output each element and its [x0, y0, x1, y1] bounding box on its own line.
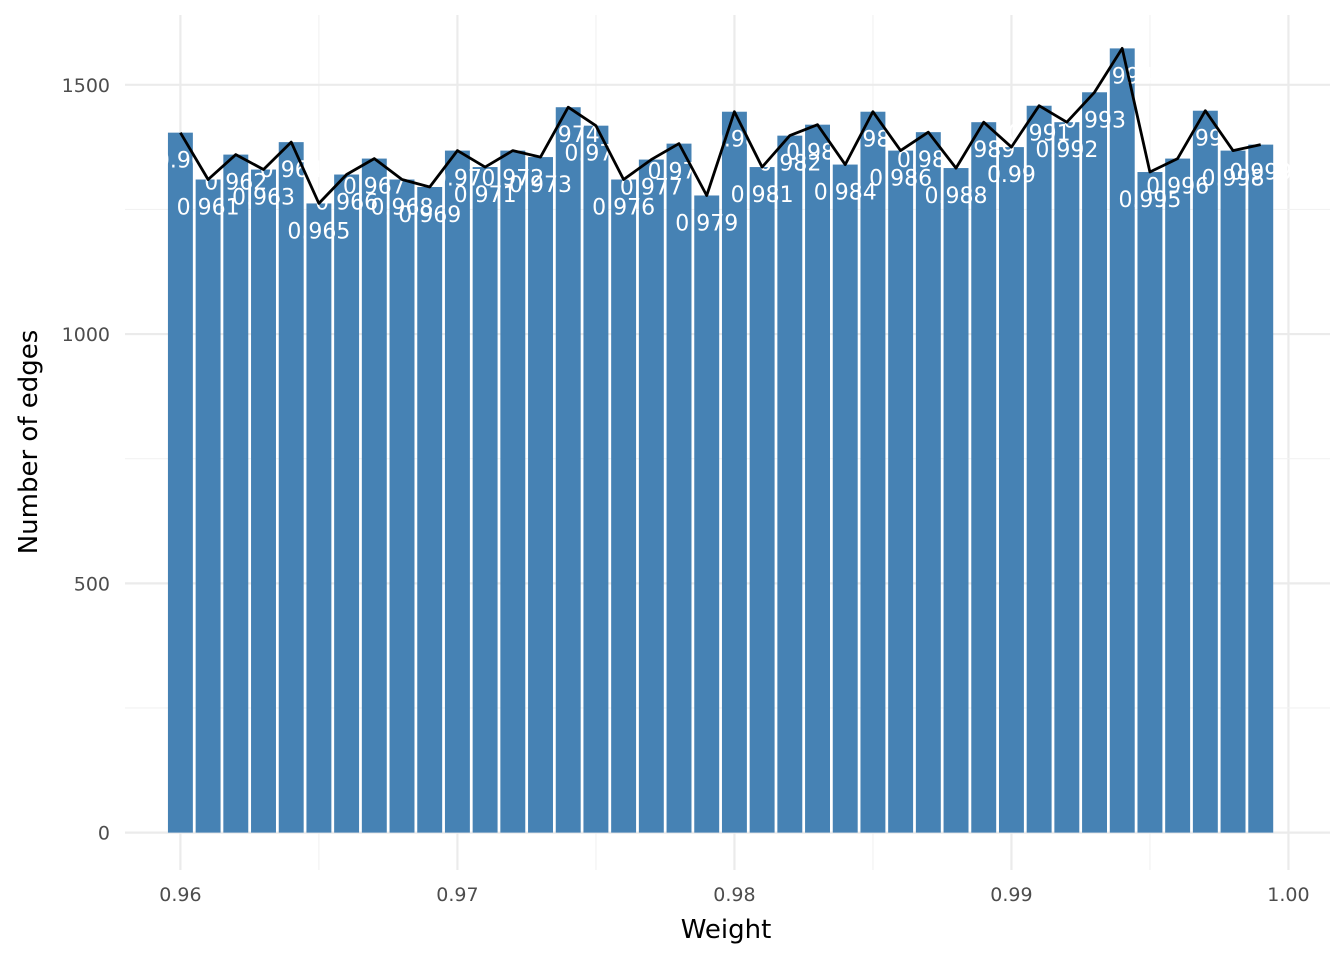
frequency-line [179, 47, 1261, 205]
x-tick-label: 1.00 [1267, 884, 1309, 906]
bar [251, 169, 276, 833]
bar-value-label: 0.965 [287, 219, 350, 244]
bar [1165, 158, 1191, 833]
bar [223, 154, 249, 833]
bar [1220, 150, 1246, 833]
bar [943, 168, 969, 833]
bar-value-label: 0.967 [343, 175, 406, 200]
bar [1026, 105, 1052, 833]
bar [1054, 122, 1080, 833]
bar-value-label: 0.99 [987, 163, 1036, 188]
bar [306, 203, 332, 833]
bar-value-label: 0.973 [509, 173, 572, 198]
bar [832, 164, 858, 833]
bar-value-label: 0.999 [1229, 161, 1292, 186]
x-tick-label: 0.98 [713, 884, 755, 906]
bar [638, 159, 664, 833]
bar [860, 111, 886, 833]
bar [888, 150, 914, 833]
bar [749, 167, 775, 833]
bar-value-label: 0.996 [1146, 175, 1209, 200]
bar-value-label: 0.961 [177, 196, 240, 221]
bar-value-label: 0.984 [814, 181, 877, 206]
bar-value-label: 0.981 [731, 183, 794, 208]
bar [195, 179, 221, 833]
x-tick-label: 0.97 [436, 884, 478, 906]
bar-value-label: 0.983 [786, 141, 849, 166]
bar-value-label: 0.976 [592, 196, 655, 221]
bar-value-label: 0.991 [1008, 122, 1071, 147]
bar [721, 111, 747, 833]
bar-value-label: 0.963 [232, 186, 295, 211]
bar-labels: 0.960.9610.9620.9630.9640.9650.9660.9670… [156, 64, 1292, 244]
bar-value-label: 0.972 [481, 167, 544, 192]
bar-value-label: 0.994 [1091, 64, 1154, 89]
bar [998, 147, 1024, 833]
y-tick-label: 0 [98, 823, 110, 845]
bar [694, 195, 720, 833]
bar-value-label: 0.969 [398, 203, 461, 228]
bar [500, 150, 526, 833]
y-tick-label: 500 [74, 573, 110, 595]
bar [389, 179, 415, 833]
bar-value-label: 0.992 [1035, 138, 1098, 163]
bar [1109, 48, 1135, 833]
bar-value-label: 0.977 [620, 176, 683, 201]
y-axis-title: Number of edges [14, 330, 44, 555]
bar-value-label: 0.998 [1202, 167, 1265, 192]
x-tick-label: 0.96 [159, 884, 201, 906]
bar-value-label: 0.995 [1118, 188, 1181, 213]
bar [444, 150, 470, 833]
bar-value-label: 0.985 [841, 128, 904, 153]
bar [278, 142, 304, 833]
bar-value-label: 0.971 [454, 183, 517, 208]
bar [472, 167, 498, 833]
bar [583, 125, 609, 833]
bar [666, 143, 692, 833]
bar [555, 107, 581, 833]
bar [334, 174, 360, 833]
bar-value-label: 0.979 [675, 211, 738, 236]
y-tick-label: 1500 [62, 75, 110, 97]
bar [1082, 92, 1108, 833]
bar [361, 158, 387, 833]
bar-value-label: 0.964 [260, 158, 323, 183]
bar [417, 186, 443, 833]
frequency-line-group [179, 47, 1261, 205]
bar [915, 132, 941, 833]
bar-value-label: 0.986 [869, 167, 932, 192]
bar-value-label: 0.993 [1063, 108, 1126, 133]
bars [167, 48, 1274, 833]
axis-ticks: 0.96 0.97 0.98 0.99 1.00 0 500 1000 1500 [62, 75, 1310, 906]
bar-value-label: 0.982 [758, 152, 821, 177]
bar [805, 124, 830, 833]
y-tick-label: 1000 [62, 324, 110, 346]
bar [1137, 172, 1163, 833]
bar-value-label: 0.988 [925, 184, 988, 209]
bar [777, 135, 803, 833]
bar [528, 157, 553, 833]
bar-value-label: 0.978 [648, 160, 711, 185]
bar [611, 179, 637, 833]
bar-value-label: 0.968 [371, 196, 434, 221]
bar [167, 132, 193, 833]
bar [971, 122, 997, 833]
x-tick-label: 0.99 [990, 884, 1032, 906]
bar [1192, 110, 1218, 833]
bar [1248, 144, 1274, 833]
bar-value-label: 0.98 [710, 128, 759, 153]
x-axis-title: Weight [681, 915, 772, 945]
bar-value-label: 0.975 [564, 142, 627, 167]
